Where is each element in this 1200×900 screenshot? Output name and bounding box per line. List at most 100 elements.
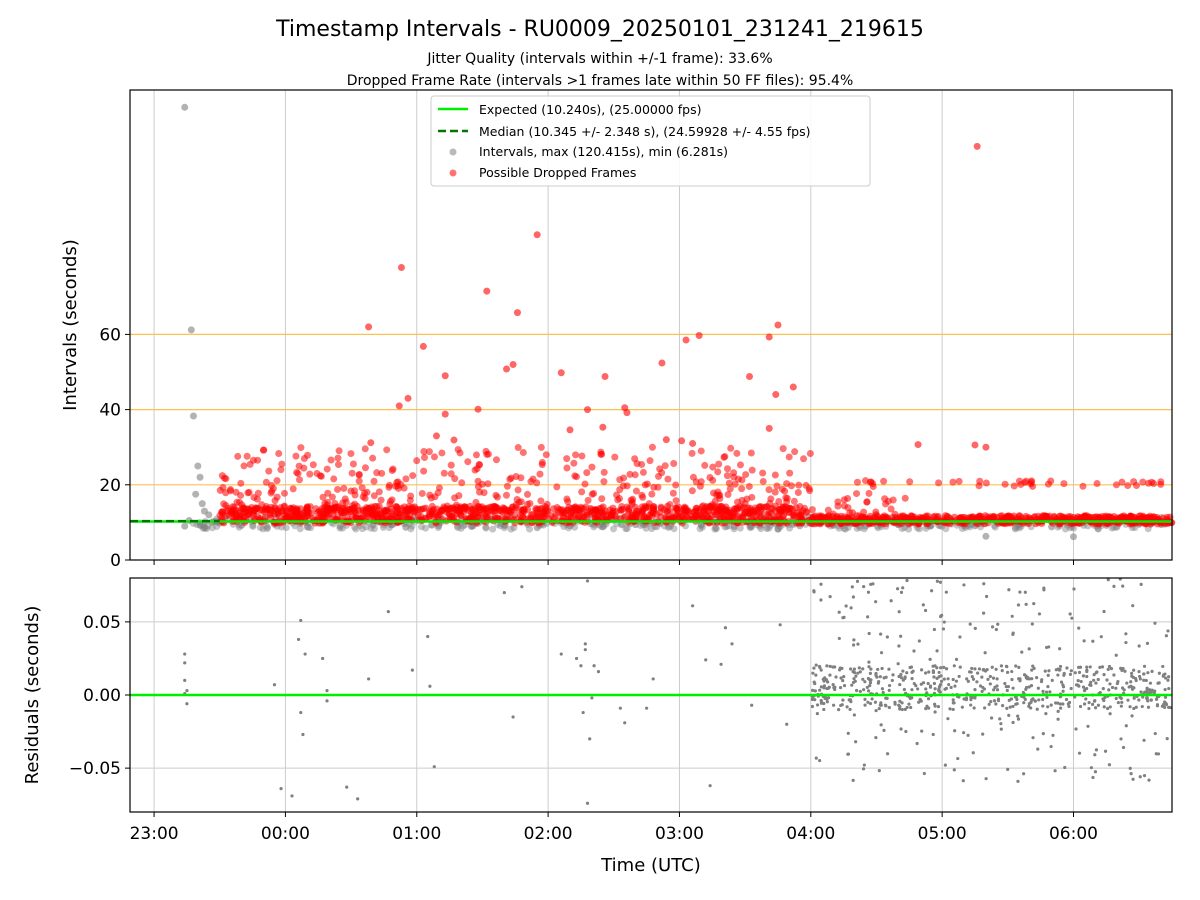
residual-point bbox=[1089, 683, 1093, 687]
residual-point bbox=[932, 675, 936, 679]
residual-point bbox=[832, 703, 836, 707]
residual-point bbox=[1102, 609, 1106, 614]
residual-point bbox=[887, 705, 891, 710]
residual-point bbox=[785, 722, 789, 726]
residual-point bbox=[426, 634, 430, 639]
dropped-frame-point bbox=[355, 477, 363, 485]
residual-point bbox=[811, 671, 815, 675]
residual-point bbox=[1014, 664, 1018, 668]
interval-point bbox=[840, 525, 848, 533]
dropped-frame-point bbox=[834, 502, 842, 510]
dropped-frame-point bbox=[906, 478, 914, 486]
residual-point bbox=[1146, 699, 1150, 703]
dropped-frame-point bbox=[464, 458, 472, 466]
dropped-frame-point bbox=[708, 511, 716, 519]
residual-point bbox=[432, 765, 436, 769]
residual-point bbox=[1005, 706, 1009, 710]
residual-point bbox=[876, 681, 880, 685]
residual-point bbox=[296, 637, 301, 642]
dropped-frame-point bbox=[331, 507, 339, 515]
residual-point bbox=[1166, 678, 1170, 682]
residual-point bbox=[1137, 698, 1141, 702]
dropped-frame-point bbox=[321, 500, 329, 508]
interval-point bbox=[196, 521, 204, 529]
dropped-frame-point bbox=[733, 506, 741, 514]
residual-point bbox=[973, 667, 977, 671]
dropped-frame-point bbox=[772, 391, 780, 399]
residual-point bbox=[863, 697, 867, 701]
dropped-frame-point bbox=[240, 462, 248, 470]
residual-point bbox=[1044, 712, 1048, 716]
residual-point bbox=[1116, 700, 1120, 705]
x-tick-label: 01:00 bbox=[392, 824, 441, 844]
dropped-frame-point bbox=[1007, 513, 1015, 521]
dropped-frame-point bbox=[361, 464, 369, 472]
residual-point bbox=[1046, 685, 1050, 689]
dropped-frame-point bbox=[600, 478, 608, 486]
dropped-frame-point bbox=[742, 471, 750, 479]
legend-intervals-label: Intervals, max (120.415s), min (6.281s) bbox=[479, 144, 728, 159]
residual-point bbox=[1108, 712, 1112, 716]
residual-point bbox=[895, 587, 900, 591]
dropped-frame-point bbox=[426, 512, 434, 520]
residual-point bbox=[822, 701, 826, 706]
residual-point bbox=[969, 670, 973, 674]
dropped-frame-point bbox=[537, 497, 545, 505]
residual-point bbox=[1108, 682, 1112, 686]
dropped-frame-point bbox=[420, 447, 428, 455]
residual-point bbox=[1167, 705, 1171, 709]
dropped-frame-point bbox=[648, 490, 656, 498]
residual-point bbox=[819, 668, 823, 672]
residual-point bbox=[902, 687, 906, 692]
residual-point bbox=[989, 699, 993, 704]
residual-point bbox=[1121, 745, 1126, 750]
dropped-frame-point bbox=[583, 469, 591, 477]
dropped-frame-point bbox=[315, 507, 323, 515]
dropped-frame-point bbox=[853, 490, 861, 498]
residual-point bbox=[879, 651, 884, 655]
residual-point bbox=[1033, 699, 1037, 703]
residual-point bbox=[1061, 689, 1065, 693]
residual-point bbox=[1041, 689, 1045, 694]
residual-point bbox=[907, 702, 911, 706]
residual-point bbox=[917, 639, 921, 643]
residual-point bbox=[1167, 686, 1171, 691]
residual-point bbox=[960, 705, 964, 709]
residual-point bbox=[982, 611, 986, 615]
legend-box bbox=[430, 95, 871, 187]
dropped-frame-point bbox=[806, 487, 814, 495]
dropped-frame-point bbox=[609, 507, 617, 515]
dropped-frame-point bbox=[514, 486, 522, 494]
dropped-frame-point bbox=[542, 451, 550, 459]
x-axis-label: Time (UTC) bbox=[600, 855, 701, 876]
dropped-frame-point bbox=[682, 336, 690, 344]
residual-point bbox=[938, 683, 943, 687]
dropped-frame-point bbox=[483, 287, 491, 295]
interval-point bbox=[193, 521, 201, 529]
residual-point bbox=[511, 715, 515, 719]
dropped-frame-point bbox=[598, 495, 606, 503]
residual-point bbox=[986, 677, 990, 681]
dropped-frame-point bbox=[571, 506, 579, 514]
residual-point bbox=[1022, 701, 1026, 705]
residual-point bbox=[1009, 697, 1013, 701]
residual-point bbox=[1137, 644, 1141, 648]
residual-point bbox=[1074, 727, 1078, 731]
residual-point bbox=[1093, 753, 1097, 757]
residual-point bbox=[1059, 706, 1063, 710]
residual-point bbox=[1059, 680, 1064, 684]
residual-point bbox=[1155, 704, 1160, 708]
dropped-frame-point bbox=[620, 474, 628, 482]
dropped-frame-point bbox=[976, 512, 984, 520]
residual-point bbox=[924, 687, 928, 691]
residual-point bbox=[962, 583, 966, 587]
residual-point bbox=[883, 703, 888, 707]
residual-point bbox=[1029, 706, 1033, 710]
residual-point bbox=[944, 590, 948, 594]
residual-point bbox=[866, 700, 870, 704]
dropped-frame-point bbox=[273, 477, 281, 485]
residual-point bbox=[299, 710, 303, 715]
dropped-frame-point bbox=[786, 469, 794, 477]
interval-point bbox=[670, 525, 678, 533]
dropped-frame-point bbox=[765, 424, 773, 432]
